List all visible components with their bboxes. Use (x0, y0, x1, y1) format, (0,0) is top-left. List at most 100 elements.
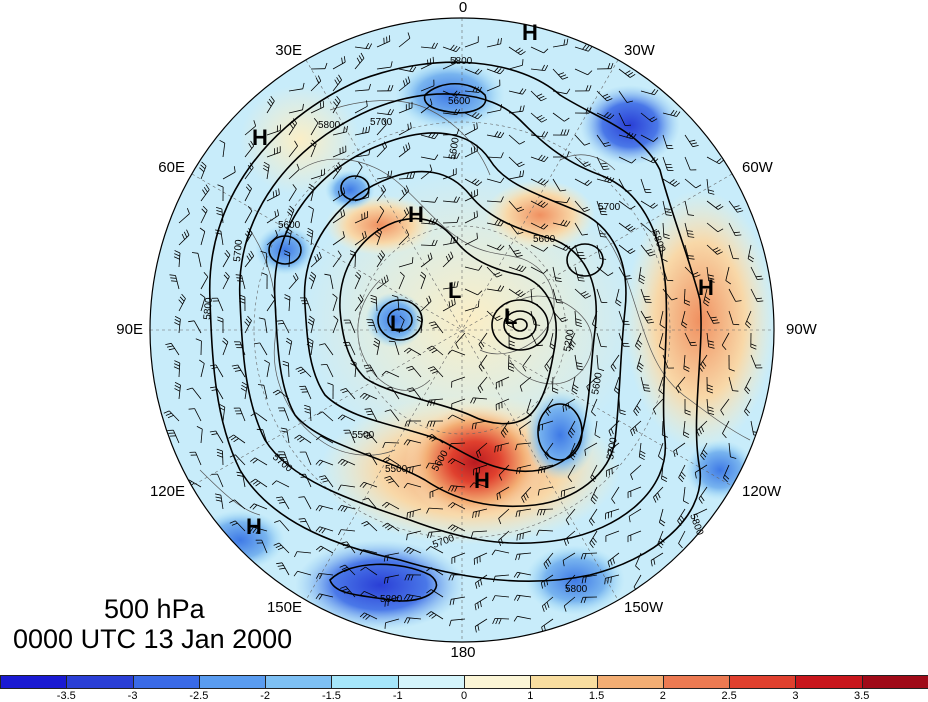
wind-barb-feather (427, 366, 434, 370)
wind-barb-feather (708, 412, 715, 415)
wind-barb-feather (546, 601, 550, 608)
wind-barb-feather (669, 179, 675, 184)
wind-barb-feather (508, 318, 514, 322)
wind-barb-feather (610, 62, 614, 69)
wind-barb-feather (386, 274, 389, 281)
wind-barb-feather (638, 362, 644, 367)
wind-barb-feather (317, 411, 323, 415)
wind-barb-feather (191, 252, 199, 254)
wind-barb-feather (412, 510, 414, 518)
wind-barb-feather (362, 497, 369, 501)
wind-barb-feather (429, 368, 436, 372)
wind-barb-feather (390, 84, 394, 91)
wind-barb-feather (431, 239, 435, 246)
wind-barb (472, 530, 488, 533)
wind-barb-feather (544, 65, 549, 71)
wind-barb (429, 462, 444, 466)
wind-barb (286, 429, 290, 444)
wind-barb (495, 442, 510, 447)
wind-barb-feather (585, 45, 590, 51)
wind-barb-feather (255, 528, 260, 534)
wind-barb-feather (576, 365, 583, 368)
wind-barb-feather (546, 363, 551, 370)
wind-barb-feather (252, 480, 259, 485)
wind-barb-feather (675, 387, 680, 394)
wind-barb (222, 143, 226, 158)
wind-barb-feather (270, 96, 275, 102)
wind-barb-feather (334, 167, 339, 173)
wind-barb-feather (360, 566, 366, 571)
wind-barb-feather (732, 258, 740, 260)
wind-barb (684, 134, 694, 147)
wind-barb-feather (343, 56, 346, 63)
wind-barb-feather (188, 408, 195, 410)
wind-barb (255, 412, 268, 422)
wind-barb-feather (179, 296, 185, 302)
wind-barb-feather (569, 455, 575, 461)
wind-barb (420, 169, 433, 180)
wind-barb (354, 299, 364, 312)
wind-barb-feather (334, 98, 340, 104)
wind-barb-feather (337, 250, 342, 256)
wind-barb-feather (584, 142, 591, 146)
wind-barb-feather (698, 366, 703, 372)
colorbar-segment (198, 675, 267, 689)
wind-barb (706, 398, 709, 414)
wind-barb-feather (350, 363, 357, 367)
wind-barb-feather (716, 158, 722, 163)
wind-barb-feather (671, 297, 678, 301)
wind-barb-feather (429, 420, 433, 427)
wind-barb (596, 178, 611, 184)
wind-barb-feather (280, 427, 287, 430)
wind-barb-feather (237, 474, 244, 477)
wind-barb-feather (428, 132, 433, 138)
wind-barb-feather (536, 509, 540, 516)
wind-barb-feather (494, 131, 499, 137)
wind-barb-feather (362, 483, 368, 489)
wind-barb-feather (683, 431, 690, 435)
wind-barb-feather (588, 46, 593, 52)
wind-barb-feather (634, 426, 638, 432)
wind-barb-feather (469, 482, 475, 488)
wind-barb-feather (471, 191, 473, 198)
wind-barb-feather (500, 285, 505, 292)
wind-barb-feather (267, 101, 272, 107)
wind-barb-feather (285, 230, 292, 235)
wind-barb (376, 146, 387, 158)
wind-barb-feather (717, 205, 724, 210)
wind-barb-feather (431, 349, 438, 354)
wind-barb-feather (745, 408, 751, 414)
wind-barb-feather (600, 163, 607, 165)
wind-barb-feather (434, 196, 438, 203)
wind-barb-feather (563, 129, 567, 136)
wind-barb (508, 90, 523, 95)
wind-barb (369, 452, 378, 466)
wind-barb-feather (471, 111, 477, 117)
wind-barb-feather (431, 218, 435, 225)
wind-barb-feather (625, 224, 631, 228)
wind-barb-feather (679, 474, 685, 480)
wind-barb (420, 275, 427, 290)
wind-barb (722, 420, 730, 434)
wind-barb (522, 354, 532, 367)
wind-barb-feather (260, 250, 267, 254)
wind-barb (407, 508, 422, 514)
wind-barb (574, 200, 585, 212)
wind-barb-feather (566, 197, 571, 203)
wind-barb (385, 596, 400, 602)
wind-barb-feather (541, 118, 548, 123)
wind-barb-feather (412, 172, 416, 179)
wind-barb-feather (426, 297, 430, 304)
wind-barb-feather (470, 397, 474, 404)
wind-barb-feather (310, 142, 316, 148)
contour-label: 5200 (562, 328, 577, 352)
wind-barb (442, 156, 457, 159)
wind-barb-feather (387, 85, 391, 91)
wind-barb-feather (498, 474, 503, 481)
wind-barb (266, 151, 281, 158)
wind-barb-feather (547, 558, 552, 565)
wind-barb-feather (521, 497, 525, 503)
wind-barb-feather (211, 389, 218, 391)
wind-barb (618, 178, 627, 192)
wind-barb-feather (420, 271, 426, 277)
